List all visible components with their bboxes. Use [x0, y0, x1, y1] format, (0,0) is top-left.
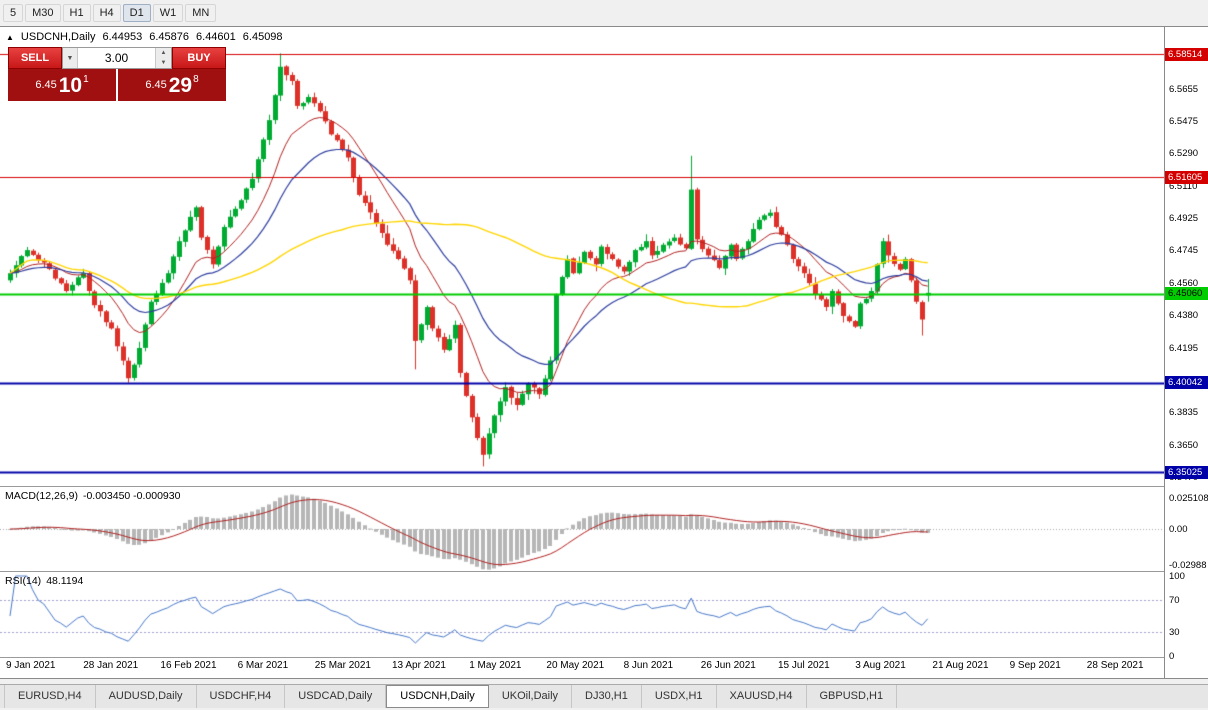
sell-price-fraction: 1	[83, 73, 89, 85]
time-axis-label: 28 Jan 2021	[83, 660, 139, 671]
timeframe-toolbar: 5 M30 H1 H4 D1 W1 MN	[0, 0, 1208, 26]
chart-tab-audusd-daily[interactable]: AUDUSD,Daily	[96, 685, 197, 708]
macd-scale-tick: -0.02988	[1169, 559, 1207, 571]
volume-dropdown-icon[interactable]: ▼	[63, 48, 78, 68]
price-tick: 6.5110	[1169, 180, 1198, 192]
time-axis-label: 28 Sep 2021	[1086, 660, 1144, 671]
volume-input[interactable]	[78, 48, 155, 68]
trade-controls-row: SELL ▼ ▲ ▼ BUY	[8, 47, 226, 69]
price-tick: 6.5290	[1169, 148, 1199, 160]
macd-scale-tick: 0.00	[1169, 523, 1188, 535]
timeframe-button-5[interactable]: 5	[3, 4, 24, 22]
rsi-scale-tick: 70	[1169, 594, 1180, 606]
timeframe-button-h4[interactable]: H4	[92, 4, 121, 22]
time-axis-label: 16 Feb 2021	[160, 660, 217, 671]
price-tick: 6.4925	[1169, 213, 1199, 225]
timeframe-button-d1[interactable]: D1	[122, 4, 151, 22]
price-chart-canvas[interactable]	[0, 27, 1164, 486]
volume-decrease-icon[interactable]: ▼	[156, 58, 171, 68]
price-line-marker: 6.35025	[1165, 465, 1208, 479]
chart-tab-usdcad-daily[interactable]: USDCAD,Daily	[285, 685, 387, 708]
price-scale[interactable]: 6.5655 6.5475 6.5290 6.5110 6.4925 6.4745 6.45…	[1164, 27, 1208, 678]
time-axis-label: 13 Apr 2021	[392, 660, 446, 671]
macd-name: MACD(12,26,9)	[5, 490, 78, 502]
chart-tab-gbpusd-h1[interactable]: GBPUSD,H1	[807, 685, 898, 708]
sell-price-display[interactable]: 6.45 10 1	[8, 69, 116, 101]
chart-tabs-bar: EURUSD,H4 AUDUSD,Daily USDCHF,H4 USDCAD,Dai…	[0, 684, 1208, 708]
buy-price-display[interactable]: 6.45 29 8	[118, 69, 226, 101]
sell-price-base: 6.45	[35, 79, 57, 91]
bar-low-value: 6.44601	[196, 31, 236, 43]
rsi-scale-tick: 30	[1169, 626, 1180, 638]
timeframe-button-w1[interactable]: W1	[152, 4, 184, 22]
chart-tab-eurusd-h4[interactable]: EURUSD,H4	[4, 685, 96, 708]
bar-open-value: 6.44953	[102, 31, 143, 43]
price-line-marker: 6.45060	[1165, 287, 1208, 301]
time-axis-label: 9 Sep 2021	[1009, 660, 1061, 671]
time-axis-label: 9 Jan 2021	[6, 660, 56, 671]
chart-tab-usdx-h1[interactable]: USDX,H1	[642, 685, 717, 708]
price-tick: 6.4380	[1169, 310, 1199, 322]
bar-high-value: 6.45876	[149, 31, 190, 43]
timeframe-button-h1[interactable]: H1	[62, 4, 91, 22]
rsi-label: RSI(14) 48.1194	[5, 575, 88, 587]
price-line-marker: 6.40042	[1165, 376, 1208, 390]
price-line-marker: 6.58514	[1165, 47, 1208, 61]
chart-tab-dj30-h1[interactable]: DJ30,H1	[572, 685, 642, 708]
panel-splitter[interactable]	[0, 571, 1208, 572]
timeframe-button-mn[interactable]: MN	[185, 4, 217, 22]
macd-label: MACD(12,26,9) -0.003450 -0.000930	[5, 490, 185, 502]
time-axis-label: 8 Jun 2021	[623, 660, 674, 671]
timeframe-button-m30[interactable]: M30	[25, 4, 61, 22]
time-axis-label: 21 Aug 2021	[932, 660, 989, 671]
rsi-scale-tick: 100	[1169, 570, 1185, 582]
sell-button[interactable]: SELL	[8, 47, 62, 69]
rsi-panel-canvas[interactable]	[0, 572, 1164, 657]
macd-scale-tick: 0.025108	[1169, 493, 1208, 505]
time-axis-label: 6 Mar 2021	[237, 660, 289, 671]
price-tick: 6.5655	[1169, 83, 1199, 95]
time-axis[interactable]: 9 Jan 2021 28 Jan 2021 16 Feb 2021 6 Mar 20…	[0, 659, 1164, 676]
buy-price-base: 6.45	[145, 79, 167, 91]
time-axis-label: 26 Jun 2021	[700, 660, 756, 671]
sell-price-pips: 10	[58, 73, 83, 97]
volume-control: ▼ ▲ ▼	[62, 47, 172, 69]
chart-symbol-label: USDCNH,Daily	[20, 31, 96, 43]
buy-button[interactable]: BUY	[172, 47, 226, 69]
chart-window: ▲ USDCNH,Daily 6.44953 6.45876 6.44601 6…	[0, 26, 1208, 679]
macd-panel-canvas[interactable]	[0, 487, 1164, 571]
time-axis-label: 25 Mar 2021	[314, 660, 371, 671]
chart-tab-ukoil-daily[interactable]: UKOil,Daily	[489, 685, 573, 708]
panel-splitter[interactable]	[0, 486, 1208, 487]
volume-spinner: ▲ ▼	[155, 48, 171, 68]
time-axis-label: 3 Aug 2021	[855, 660, 906, 671]
price-tick: 6.4560	[1169, 278, 1199, 290]
price-tick: 6.5475	[1169, 115, 1199, 127]
rsi-scale-tick: 0	[1169, 650, 1175, 662]
price-tick: 6.3835	[1169, 407, 1199, 419]
chart-tab-usdchf-h4[interactable]: USDCHF,H4	[197, 685, 286, 708]
bar-close-value: 6.45098	[242, 31, 283, 43]
buy-price-pips: 29	[168, 73, 193, 97]
time-axis-label: 1 May 2021	[469, 660, 522, 671]
price-line-marker: 6.51605	[1165, 170, 1208, 184]
rsi-name: RSI(14)	[5, 575, 42, 587]
quote-readout: ▲ USDCNH,Daily 6.44953 6.45876 6.44601 6…	[6, 31, 283, 43]
buy-price-fraction: 8	[193, 73, 199, 85]
macd-values: -0.003450 -0.000930	[82, 490, 181, 502]
chart-tab-xauusd-h4[interactable]: XAUUSD,H4	[717, 685, 807, 708]
price-tick: 6.4745	[1169, 245, 1199, 257]
rsi-value: 48.1194	[46, 575, 84, 587]
panel-splitter[interactable]	[0, 657, 1208, 658]
volume-increase-icon[interactable]: ▲	[156, 48, 171, 58]
price-tick: 6.4195	[1169, 343, 1199, 355]
time-axis-label: 20 May 2021	[546, 660, 605, 671]
trade-prices-row: 6.45 10 1 6.45 29 8	[8, 69, 226, 101]
collapse-trade-panel-icon[interactable]: ▲	[6, 32, 14, 42]
chart-tab-usdcnh-daily[interactable]: USDCNH,Daily	[386, 685, 489, 708]
price-tick: 6.3650	[1169, 440, 1199, 452]
time-axis-label: 15 Jul 2021	[778, 660, 830, 671]
